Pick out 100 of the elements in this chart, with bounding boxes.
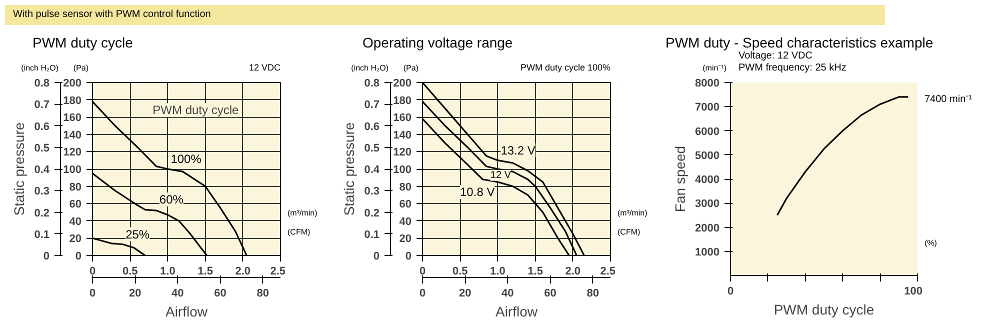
series-label: 13.2 V (500, 143, 536, 158)
x-tick-label: 0 (89, 266, 96, 278)
y-tick-label: 40 (69, 216, 82, 228)
text: (min⁻¹) (702, 64, 727, 72)
series-label: 60% (159, 192, 184, 207)
y-tick-label: 60 (399, 198, 412, 211)
y-tick-label: 20 (399, 233, 412, 246)
x2-tick-label: 40 (172, 288, 184, 300)
series-label: 100% (170, 152, 202, 166)
text: PWM duty cycle 100% (520, 62, 610, 72)
text: (%) (924, 238, 938, 248)
chart-title: Operating voltage range (362, 34, 513, 50)
y-tick-label: 2000 (695, 222, 720, 234)
text: (CFM) (618, 227, 640, 236)
y-tick-label: 80 (69, 181, 82, 194)
series-label: 10.8 V (460, 184, 495, 199)
y-tick-label: 180 (393, 94, 412, 107)
text: (m³/min) (618, 208, 648, 218)
x-axis-title: Airflow (165, 304, 208, 320)
series-label: 25% (126, 227, 150, 242)
x-tick-label: 1.5 (198, 266, 213, 278)
chart-title: PWM duty - Speed characteristics example (666, 34, 934, 50)
y2-tick-label: 0.7 (34, 99, 50, 112)
x-tick-label: 0.5 (122, 266, 138, 278)
chart-title: PWM duty cycle (32, 34, 134, 50)
y2-tick-label: 0.6 (34, 120, 50, 133)
y-tick-label: 0 (405, 250, 412, 262)
y-tick-label: 140 (63, 129, 82, 142)
x-tick-label: 2.5 (270, 266, 286, 278)
text: (CFM) (288, 227, 310, 236)
y-tick-label: 180 (63, 94, 82, 107)
y-axis-title: Fan speed (672, 146, 688, 212)
y2-tick-label: 0.1 (364, 228, 380, 241)
y2-tick-label: 0.5 (364, 142, 380, 154)
y2-tick-label: 0 (43, 250, 50, 262)
y-tick-label: 160 (63, 112, 82, 124)
annotation: 7400 min⁻¹ (924, 94, 973, 105)
text: (inch H₂O) (21, 64, 59, 72)
text: (m³/min) (288, 208, 318, 218)
y-tick-label: 7000 (695, 102, 720, 114)
x2-tick-label: 20 (128, 288, 142, 300)
y2-tick-label: 0.8 (34, 78, 50, 90)
x-tick-label: 0.5 (452, 266, 468, 278)
x-axis-title: Airflow (495, 304, 538, 320)
y2-tick-label: 0.5 (34, 142, 50, 154)
x2-tick-label: 20 (458, 288, 472, 300)
x-axis-title: PWM duty cycle (774, 302, 874, 318)
y2-tick-label: 0.8 (364, 78, 380, 90)
x-tick-label: 2.5 (600, 266, 616, 278)
y-tick-label: 200 (393, 78, 412, 90)
y-tick-label: 100 (63, 164, 82, 176)
y2-tick-label: 0.4 (364, 164, 380, 176)
y-tick-label: 100 (393, 164, 412, 176)
y2-tick-label: 0.3 (364, 186, 380, 198)
text: With pulse sensor with PWM control function (13, 8, 211, 22)
text: PWM frequency: 25 kHz (738, 62, 846, 74)
x-tick-label: 2.0 (235, 266, 251, 278)
text: Voltage: 12 VDC (738, 50, 812, 62)
y2-axis-title: Static pressure (11, 122, 28, 216)
y-tick-label: 80 (399, 181, 412, 194)
y-tick-label: 120 (63, 146, 82, 159)
text: 12 VDC (248, 62, 281, 72)
x-tick-label: 1.0 (490, 266, 506, 278)
x-tick-label: 0 (419, 266, 426, 278)
y-tick-label: 8000 (695, 78, 720, 90)
y-tick-label: 20 (69, 233, 82, 246)
y2-tick-label: 0.1 (34, 228, 50, 241)
y-tick-label: 5000 (695, 150, 720, 162)
y-tick-label: 0 (75, 250, 82, 262)
y2-tick-label: 0.2 (364, 207, 380, 220)
y2-tick-label: 0.6 (364, 120, 380, 133)
series-label: 12 V (490, 170, 512, 181)
y2-tick-label: 0.3 (34, 186, 50, 198)
y2-tick-label: 0.4 (34, 164, 50, 176)
text: (Pa) (73, 64, 89, 72)
y-tick-label: 60 (69, 198, 82, 211)
y2-tick-label: 0.2 (34, 207, 50, 220)
y2-tick-label: 0 (373, 250, 380, 262)
y-tick-label: 3000 (695, 198, 720, 210)
x2-tick-label: 40 (502, 288, 514, 300)
x2-tick-label: 80 (256, 288, 269, 300)
x2-tick-label: 60 (214, 288, 226, 300)
line-series (776, 96, 909, 216)
y-tick-label: 160 (393, 112, 412, 124)
x2-tick-label: 60 (544, 288, 556, 300)
text: (inch H₂O) (351, 64, 389, 72)
x-tick-label: 1.0 (160, 266, 176, 278)
y-tick-label: 140 (393, 129, 412, 142)
y2-axis-title: Static pressure (341, 122, 358, 216)
y-tick-label: 120 (393, 146, 412, 159)
y-tick-label: 1000 (695, 246, 720, 258)
y-tick-label: 6000 (695, 126, 720, 138)
x-tick-label: 2.0 (565, 266, 581, 278)
y-tick-label: 4000 (695, 174, 720, 186)
y-tick-label: 200 (63, 78, 82, 90)
x2-tick-label: 80 (586, 288, 599, 300)
text: (Pa) (403, 64, 419, 72)
y2-tick-label: 0.7 (364, 99, 380, 112)
y-tick-label: 40 (399, 216, 412, 228)
legend-title: PWM duty cycle (152, 103, 239, 118)
